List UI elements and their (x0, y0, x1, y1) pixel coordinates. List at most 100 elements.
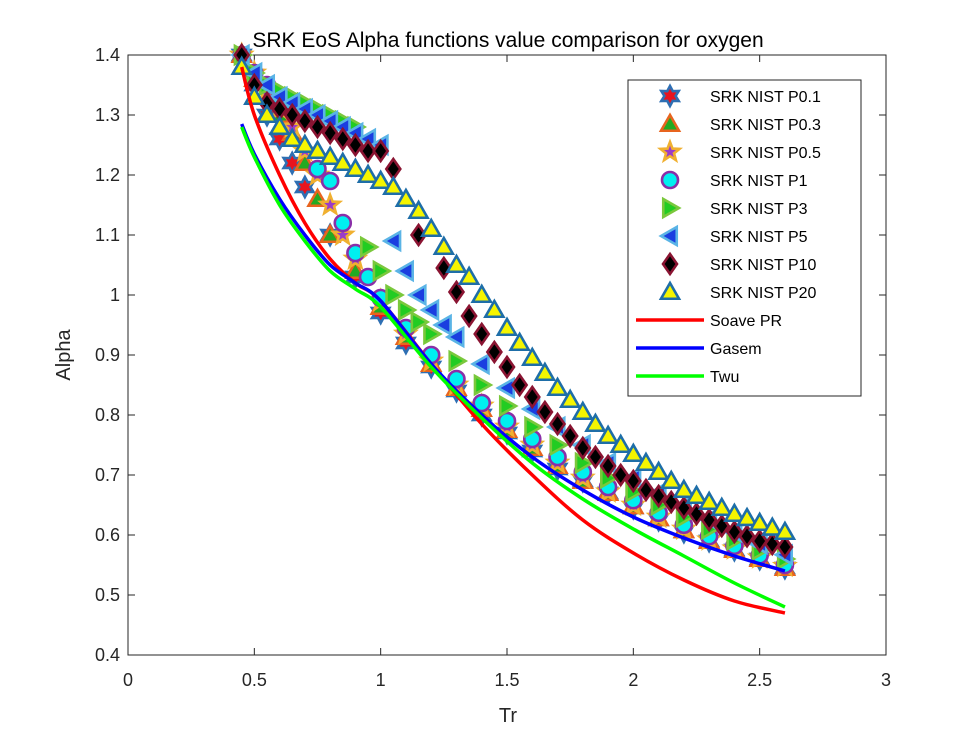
data-point (536, 399, 554, 425)
data-point (498, 354, 516, 380)
legend: SRK NIST P0.1 SRK NIST P0.3 SRK NIST P0.5 S… (627, 79, 862, 397)
legend-entry-label: SRK NIST P20 (710, 285, 817, 302)
data-point (394, 187, 418, 208)
y-tick-label: 0.6 (95, 525, 120, 545)
data-point (609, 433, 632, 454)
data-point (473, 321, 491, 347)
data-point (571, 400, 595, 421)
legend-marker (660, 170, 680, 190)
data-point (369, 169, 392, 190)
data-point (637, 477, 655, 503)
data-point (558, 388, 582, 409)
data-point (283, 102, 301, 128)
data-point (485, 339, 503, 365)
data-point (586, 444, 605, 470)
data-point (634, 451, 658, 472)
data-point (672, 478, 696, 499)
data-point (460, 303, 478, 329)
data-point (483, 298, 506, 319)
data-point (447, 369, 466, 389)
data-point (723, 502, 746, 523)
data-point (317, 191, 344, 217)
data-point (318, 145, 342, 166)
data-point (473, 373, 494, 397)
data-point (561, 423, 579, 449)
x-tick-label: 0.5 (242, 670, 267, 690)
legend-entry-label: SRK NIST P0.3 (710, 117, 821, 134)
data-point (444, 325, 465, 349)
data-point (523, 384, 541, 410)
data-point (685, 484, 708, 505)
data-point (293, 133, 317, 154)
data-point (406, 283, 427, 307)
series-7 (230, 55, 797, 541)
y-tick-label: 1.2 (95, 165, 120, 185)
legend-entry-label: Soave PR (710, 313, 782, 330)
data-point (382, 175, 405, 196)
data-point (410, 310, 431, 334)
legend-entry-label: SRK NIST P0.5 (710, 145, 821, 162)
y-tick-label: 0.8 (95, 405, 120, 425)
data-point (495, 316, 519, 337)
x-tick-label: 1 (376, 670, 386, 690)
data-point (432, 313, 452, 337)
legend-entry-label: SRK NIST P0.1 (710, 89, 821, 106)
data-point (776, 534, 794, 560)
data-point (359, 138, 377, 164)
data-point (647, 460, 670, 481)
data-point (407, 199, 430, 220)
data-point (599, 453, 617, 479)
chart-title: SRK EoS Alpha functions value comparison… (252, 29, 763, 52)
data-point (255, 73, 276, 97)
data-point (697, 490, 721, 511)
data-point (419, 298, 440, 322)
data-point (710, 496, 734, 517)
data-point (470, 283, 493, 304)
legend-entry-label: SRK NIST P3 (710, 201, 808, 218)
data-point (457, 265, 481, 286)
y-tick-label: 0.4 (95, 645, 120, 665)
data-point (533, 361, 557, 382)
data-point (472, 393, 492, 413)
data-point (331, 151, 355, 172)
data-point (432, 235, 456, 256)
legend-marker (656, 138, 684, 164)
data-point (761, 516, 784, 536)
data-point (385, 283, 405, 307)
data-point (334, 126, 352, 152)
data-point (321, 120, 339, 146)
data-point (508, 331, 531, 352)
data-point (359, 235, 380, 259)
data-point (356, 163, 380, 184)
legend-marker (658, 224, 679, 248)
data-point (423, 322, 443, 346)
data-point (498, 394, 519, 418)
data-point (596, 424, 620, 445)
data-point (470, 352, 490, 376)
data-point (497, 411, 517, 431)
data-point (296, 108, 314, 134)
y-tick-label: 1 (110, 285, 120, 305)
legend-marker (661, 251, 679, 277)
data-point (748, 511, 771, 532)
x-tick-label: 1.5 (494, 670, 519, 690)
data-point (521, 346, 544, 367)
data-point (659, 469, 683, 490)
data-point (372, 259, 393, 283)
data-point (394, 259, 414, 283)
legend-marker (658, 280, 682, 301)
legend-entry-label: SRK NIST P1 (710, 173, 808, 190)
data-point (329, 221, 356, 247)
data-point (255, 103, 279, 124)
data-point (372, 138, 390, 164)
data-point (445, 253, 468, 274)
data-point (735, 506, 759, 527)
x-tick-label: 2.5 (747, 670, 772, 690)
legend-entry-label: Twu (710, 369, 739, 386)
y-tick-label: 0.7 (95, 465, 120, 485)
data-point (548, 411, 567, 437)
data-point (773, 520, 797, 541)
series-6 (233, 42, 794, 560)
data-point (546, 376, 569, 397)
data-point (419, 217, 443, 238)
